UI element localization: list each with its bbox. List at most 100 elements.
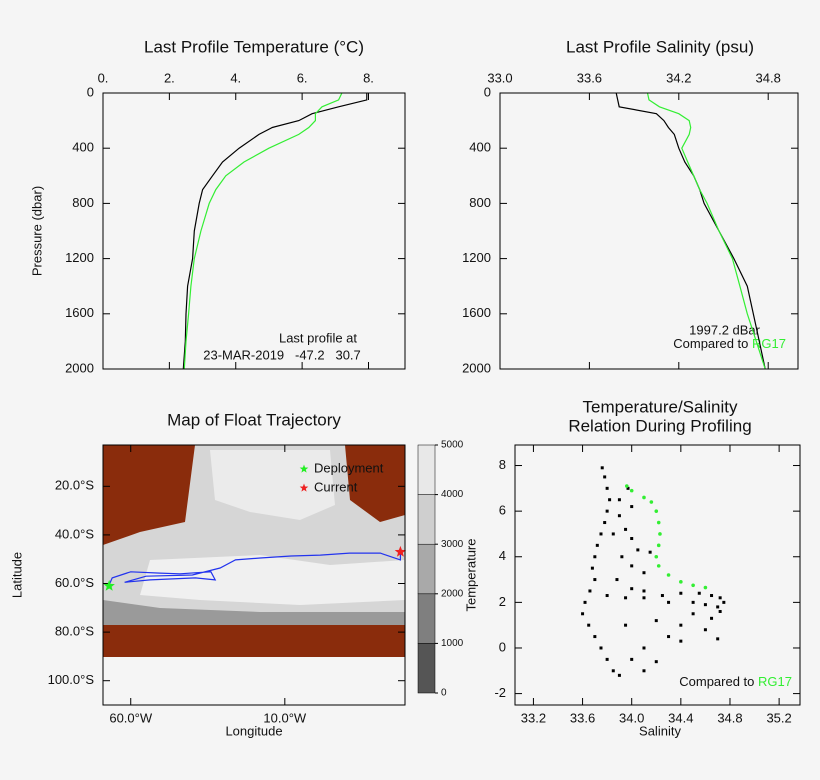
position-marker bbox=[103, 579, 115, 591]
x-tick-label: 34.2 bbox=[666, 70, 691, 85]
ts-point bbox=[605, 657, 609, 661]
ts-point bbox=[590, 566, 594, 570]
ts-point bbox=[608, 498, 612, 502]
ts-point bbox=[617, 514, 621, 518]
legend-label: Current bbox=[314, 479, 358, 494]
ts-point bbox=[624, 623, 628, 627]
ts-point bbox=[642, 589, 646, 593]
ts-point bbox=[630, 657, 634, 661]
ts-point bbox=[718, 609, 722, 613]
ts-point bbox=[626, 486, 630, 490]
ts-point bbox=[630, 505, 634, 509]
position-marker bbox=[394, 545, 407, 557]
y-tick-label: 20.0°S bbox=[55, 478, 95, 493]
x-tick-label: 34.0 bbox=[619, 710, 644, 725]
ts-point bbox=[667, 600, 671, 604]
legend-marker bbox=[299, 464, 309, 473]
y-tick-label: 2000 bbox=[462, 360, 491, 375]
ts-point bbox=[642, 495, 646, 500]
ts-point bbox=[710, 594, 714, 598]
ts-point bbox=[654, 509, 659, 513]
ts-point bbox=[716, 605, 720, 609]
profile-line bbox=[646, 92, 766, 370]
ts-point bbox=[605, 594, 609, 598]
y-tick-label: 400 bbox=[469, 140, 491, 155]
ts-point bbox=[617, 673, 621, 677]
x-tick-label: 10.0°W bbox=[263, 710, 307, 725]
y-tick-label: 80.0°S bbox=[55, 624, 95, 639]
ts-point bbox=[691, 612, 695, 616]
shelf bbox=[103, 600, 405, 625]
x-tick-label: 4. bbox=[230, 70, 241, 85]
x-tick-label: 8. bbox=[363, 70, 374, 85]
ts-point bbox=[593, 555, 597, 559]
y-tick-label: 60.0°S bbox=[55, 575, 95, 590]
y-tick-label: 40.0°S bbox=[55, 526, 95, 541]
ts-point bbox=[636, 548, 640, 552]
chart-title: Temperature/Salinity bbox=[583, 397, 738, 416]
colorbar-label: 3000 bbox=[441, 539, 464, 550]
ts-point bbox=[593, 635, 597, 639]
ts-point bbox=[654, 660, 658, 664]
y-tick-label: 2 bbox=[499, 594, 506, 609]
legend-label: RG17 bbox=[758, 674, 792, 689]
y-tick-label: 800 bbox=[469, 195, 491, 210]
annotation: 1997.2 dBar bbox=[689, 322, 761, 337]
y-tick-label: 800 bbox=[72, 195, 94, 210]
profile-line bbox=[183, 92, 343, 370]
ts-point bbox=[656, 543, 661, 548]
ts-point bbox=[667, 635, 671, 639]
y-axis-label: Temperature bbox=[463, 539, 478, 612]
ts-point bbox=[583, 600, 587, 604]
x-tick-label: 6. bbox=[297, 70, 308, 85]
ts-point bbox=[642, 571, 646, 575]
x-tick-label: 33.0 bbox=[487, 70, 512, 85]
legend-label: Deployment bbox=[314, 460, 384, 475]
ts-point bbox=[666, 573, 671, 577]
annotation: Compared to bbox=[679, 674, 754, 689]
ts-point bbox=[656, 520, 661, 525]
ts-point bbox=[593, 578, 597, 582]
x-tick-label: 35.2 bbox=[766, 710, 791, 725]
ts-point bbox=[605, 509, 609, 513]
ts-point bbox=[617, 498, 621, 502]
ts-point bbox=[649, 500, 654, 504]
y-tick-label: 1200 bbox=[65, 250, 94, 265]
ts-point bbox=[630, 587, 634, 591]
x-tick-label: 33.6 bbox=[577, 70, 602, 85]
ts-point bbox=[642, 596, 646, 600]
ts-point bbox=[654, 619, 658, 623]
ts-point bbox=[599, 532, 603, 536]
chart-title: Last Profile Temperature (°C) bbox=[144, 37, 364, 56]
x-tick-label: 33.6 bbox=[570, 710, 595, 725]
ts-point bbox=[654, 554, 659, 559]
plot-frame bbox=[102, 444, 406, 706]
ts-point bbox=[630, 564, 634, 568]
map-background bbox=[103, 445, 405, 657]
y-tick-label: 8 bbox=[499, 457, 506, 472]
y-tick-label: 0 bbox=[499, 639, 506, 654]
colorbar-label: 5000 bbox=[441, 440, 464, 451]
ts-point bbox=[679, 623, 683, 627]
x-axis-label: Longitude bbox=[225, 723, 282, 738]
colorbar-segment bbox=[417, 494, 436, 545]
colorbar-segment bbox=[417, 444, 436, 495]
plot-frame bbox=[102, 92, 406, 370]
y-tick-label: 2000 bbox=[65, 360, 94, 375]
colorbar-label: 1000 bbox=[441, 638, 464, 649]
ts-point bbox=[722, 600, 726, 604]
ts-point bbox=[642, 669, 646, 673]
ts-point bbox=[588, 589, 592, 593]
ts-point bbox=[624, 484, 629, 488]
y-tick-label: -2 bbox=[494, 685, 506, 700]
x-tick-label: 34.8 bbox=[717, 710, 742, 725]
profile-line bbox=[615, 92, 766, 370]
x-tick-label: 33.2 bbox=[521, 710, 546, 725]
ts-point bbox=[691, 583, 695, 588]
y-tick-label: 0 bbox=[484, 84, 491, 99]
ts-point bbox=[710, 616, 714, 620]
ts-point bbox=[656, 564, 661, 568]
legend: Compared to RG17 bbox=[679, 674, 792, 689]
x-tick-label: 0. bbox=[98, 70, 109, 85]
